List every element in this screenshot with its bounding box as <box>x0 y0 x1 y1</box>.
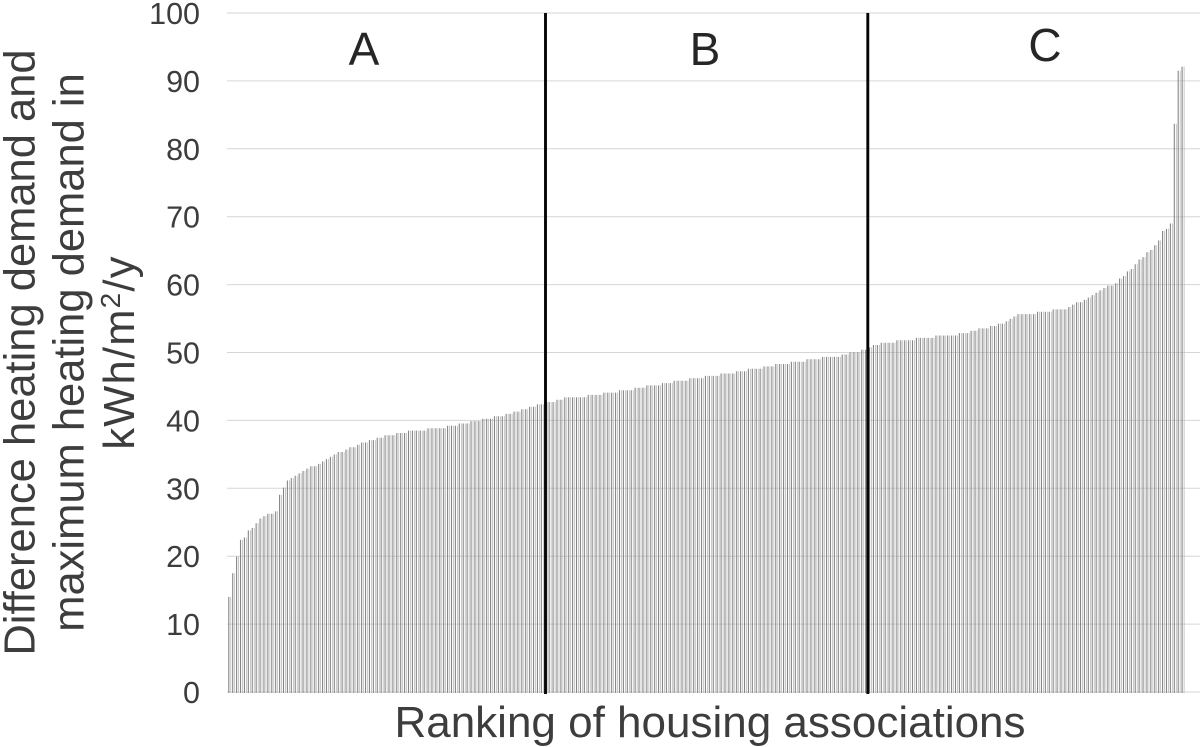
svg-text:A: A <box>349 23 380 75</box>
svg-text:40: 40 <box>166 404 200 438</box>
svg-text:90: 90 <box>166 65 200 99</box>
svg-text:0: 0 <box>183 676 200 710</box>
svg-text:50: 50 <box>166 337 200 371</box>
svg-text:100: 100 <box>149 0 200 31</box>
svg-text:C: C <box>1028 19 1061 71</box>
svg-text:Difference heating demand and: Difference heating demand and <box>0 49 45 655</box>
svg-text:60: 60 <box>166 269 200 303</box>
svg-text:30: 30 <box>166 472 200 506</box>
svg-text:maximum heating demand in: maximum heating demand in <box>45 73 93 632</box>
svg-text:kWh/m2/y: kWh/m2/y <box>95 255 144 449</box>
svg-text:20: 20 <box>166 540 200 574</box>
svg-text:B: B <box>690 23 721 75</box>
svg-text:Ranking of housing association: Ranking of housing associations <box>394 698 1025 747</box>
svg-text:80: 80 <box>166 133 200 167</box>
svg-text:10: 10 <box>166 608 200 642</box>
svg-text:70: 70 <box>166 201 200 235</box>
